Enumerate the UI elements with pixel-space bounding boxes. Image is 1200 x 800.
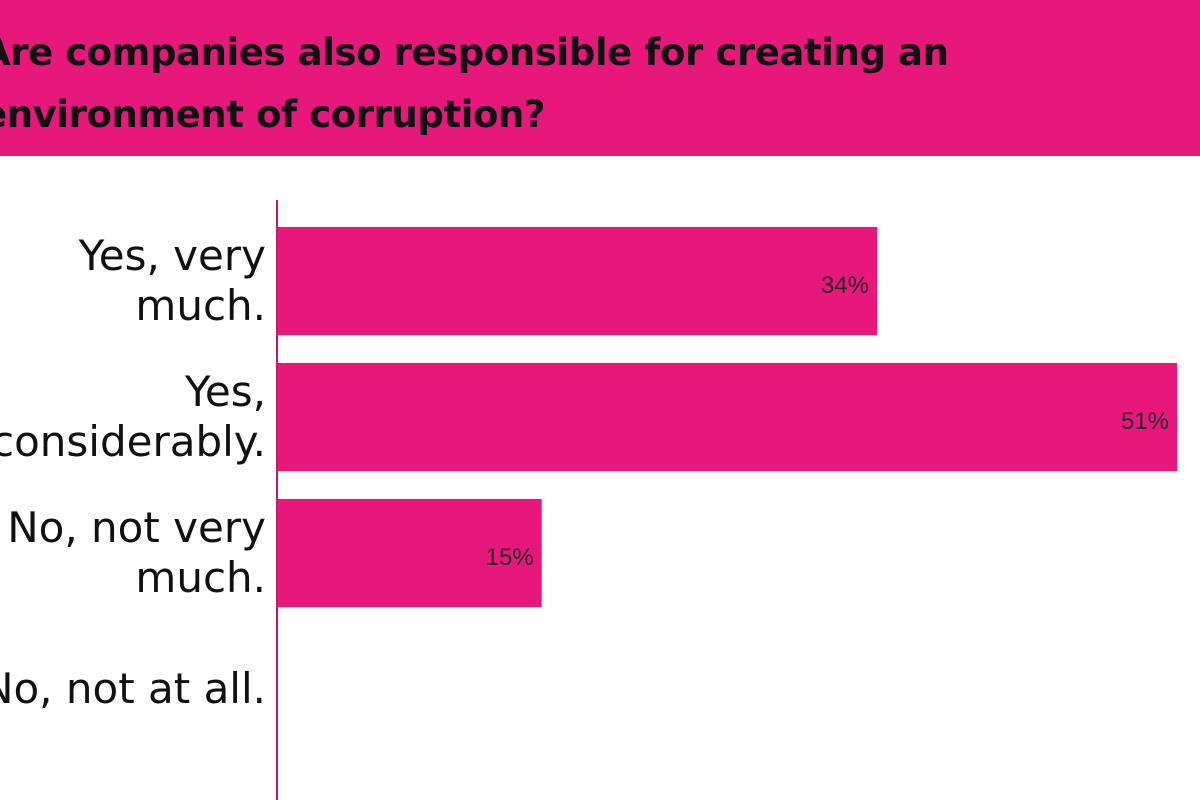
question-title: Are companies also responsible for creat… [0,31,949,136]
category-label: No, not at all. [0,664,266,713]
bar [277,363,1177,471]
category-label: No, not very much. [7,503,266,602]
value-label: 34% [821,272,869,299]
value-label: 51% [1121,408,1169,435]
category-label: Yes, very much. [78,231,266,330]
category-label: Yes, considerably. [0,367,266,466]
question-header: Are companies also responsible for creat… [0,0,1200,156]
bar [277,227,877,335]
bar [277,499,542,607]
value-label: 15% [486,544,534,571]
